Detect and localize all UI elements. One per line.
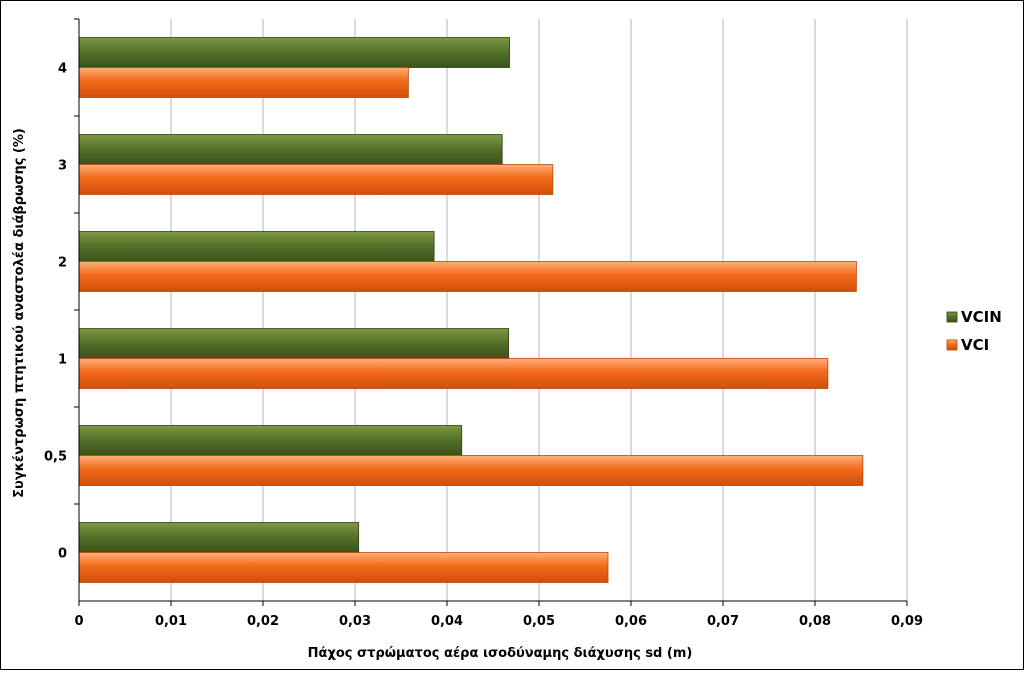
legend: VCIN VCI (946, 308, 1002, 354)
x-tick-label: 0,05 (523, 614, 555, 629)
legend-swatch-vcin (946, 311, 958, 323)
y-tick-label: 0 (58, 547, 67, 562)
axes: 0 0,01 0,02 0,03 0,04 0,05 0,06 0,07 0,08 0,09 0 0,… (44, 18, 923, 629)
x-tick-label: 0,03 (339, 614, 371, 629)
y-tick-label: 1 (58, 353, 67, 368)
bar-vci (78, 552, 609, 583)
bar-vcin (78, 425, 463, 456)
y-axis-title: Συγκέντρωση πτητικού αναστολέα διάβρωσης… (12, 128, 27, 498)
bar-vci (78, 358, 829, 389)
x-tick-label: 0,09 (891, 614, 923, 629)
y-tick-label: 3 (58, 159, 67, 174)
x-tick-label: 0,07 (707, 614, 739, 629)
y-tick-label: 2 (58, 256, 67, 271)
gridlines (170, 19, 908, 601)
bar-vcin (78, 328, 510, 359)
x-axis-title: Πάχος στρώματος αέρα ισοδύναμης διάχυσης… (308, 646, 693, 661)
bar-vcin (78, 522, 360, 553)
bar-vci (78, 67, 409, 98)
x-tick-label: 0,06 (615, 614, 647, 629)
y-tick-label: 0,5 (44, 450, 67, 465)
legend-label-vcin: VCIN (961, 308, 1002, 326)
y-tick-label: 4 (58, 62, 67, 77)
bar-vcin (78, 231, 435, 262)
bars (78, 37, 864, 583)
bar-vcin (78, 37, 510, 68)
bar-vci (78, 164, 554, 195)
x-tick-label: 0,08 (799, 614, 831, 629)
x-tick-label: 0,02 (247, 614, 279, 629)
x-tick-label: 0,04 (431, 614, 463, 629)
legend-label-vci: VCI (961, 336, 989, 354)
x-tick-label: 0,01 (155, 614, 187, 629)
x-tick-label: 0 (74, 614, 83, 629)
legend-swatch-vci (946, 339, 958, 351)
bar-vci (78, 261, 857, 292)
bar-vcin (78, 134, 503, 165)
bar-vci (78, 455, 864, 486)
